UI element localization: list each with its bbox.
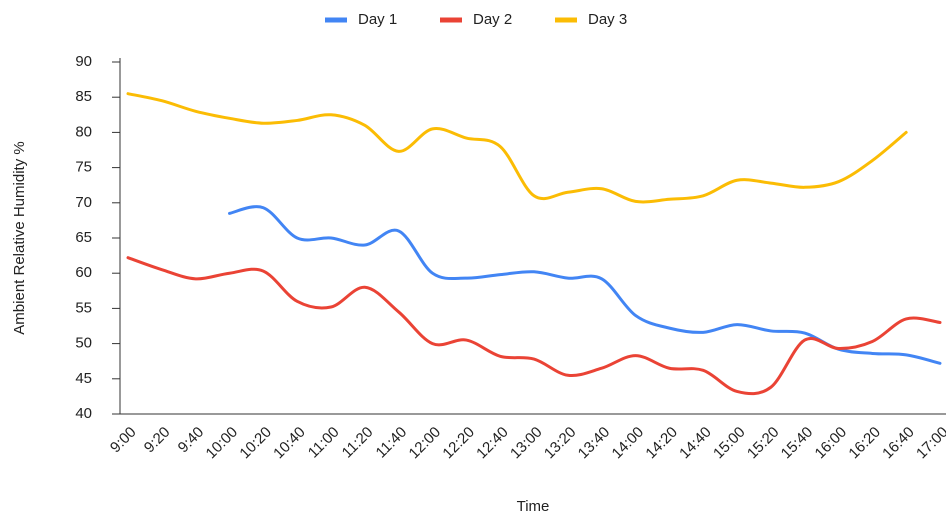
y-tick-label: 75: [75, 159, 92, 176]
data-line: [228, 205, 942, 365]
x-tick-label: 15:40: [778, 424, 817, 463]
x-tick-label: 9:20: [141, 424, 174, 457]
y-tick-label: 80: [75, 123, 92, 140]
x-tick-label: 11:40: [373, 424, 411, 462]
y-tick-label: 50: [75, 335, 92, 352]
legend-label: Day 1: [358, 11, 397, 28]
x-tick-label: 16:20: [845, 424, 884, 463]
x-tick-label: 10:00: [203, 424, 242, 463]
y-tick-label: 55: [75, 299, 92, 316]
y-tick-label: 90: [75, 53, 92, 70]
y-tick-label: 40: [75, 405, 92, 422]
x-tick-label: 12:20: [439, 424, 478, 463]
x-tick-label: 14:40: [676, 424, 715, 463]
x-tick-label: 15:20: [744, 424, 783, 463]
x-tick-label: 15:00: [710, 424, 749, 463]
x-tick-label: 10:40: [270, 424, 309, 463]
y-tick-label: 45: [75, 370, 92, 387]
x-tick-label: 10:20: [236, 424, 275, 463]
x-tick-label: 14:20: [642, 424, 681, 463]
x-tick-label: 13:20: [541, 424, 580, 463]
x-tick-label: 13:40: [575, 424, 614, 463]
x-tick-label: 9:00: [107, 424, 140, 457]
y-tick-label: 60: [75, 264, 92, 281]
x-tick-label: 16:40: [879, 424, 918, 463]
x-tick-label: 11:00: [305, 424, 343, 462]
legend-label: Day 3: [588, 11, 627, 28]
legend-label: Day 2: [473, 11, 512, 28]
y-tick-label: 70: [75, 194, 92, 211]
data-line: [126, 256, 942, 396]
y-tick-label: 65: [75, 229, 92, 246]
x-tick-label: 12:40: [473, 424, 512, 463]
data-line: [126, 92, 908, 204]
x-tick-label: 11:20: [339, 424, 377, 462]
x-tick-label: 16:00: [812, 424, 851, 463]
x-tick-label: 14:00: [609, 424, 648, 463]
x-tick-label: 12:00: [406, 424, 445, 463]
x-axis-title: Time: [517, 498, 550, 515]
y-tick-label: 85: [75, 88, 92, 105]
x-tick-label: 17:00: [913, 424, 946, 463]
y-axis-title: Ambient Relative Humidity %: [11, 141, 28, 334]
x-tick-label: 13:00: [507, 424, 546, 463]
